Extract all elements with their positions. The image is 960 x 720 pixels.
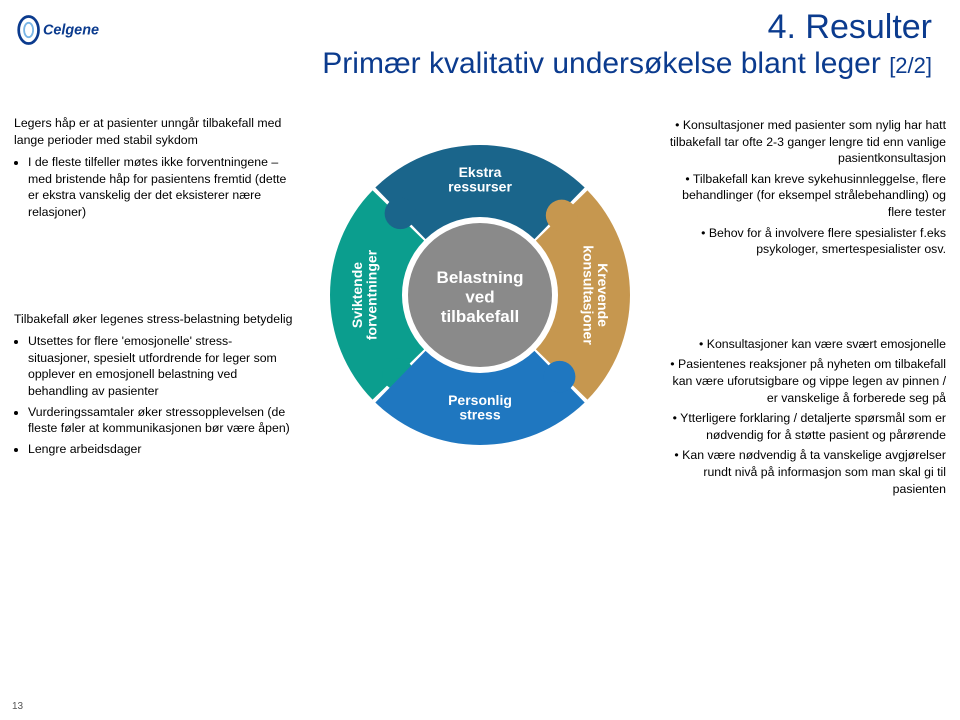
content-area: Legers håp er at pasienter unngår tilbak… (0, 115, 960, 688)
page-number: 13 (12, 701, 23, 712)
left-block1-list: I de fleste tilfeller møtes ikke forvent… (14, 154, 294, 220)
list-item: Utsettes for flere 'emosjonelle' stress-… (28, 333, 294, 399)
title-line2: Primær kvalitativ undersøkelse blant leg… (322, 47, 932, 81)
list-item: Lengre arbeidsdager (28, 441, 294, 458)
slide: Celgene 4. Resulter Primær kvalitativ un… (0, 0, 960, 720)
list-item: Ytterligere forklaring / detaljerte spør… (666, 410, 946, 443)
left-block2-list: Utsettes for flere 'emosjonelle' stress-… (14, 333, 294, 457)
list-item: Behov for å involvere flere spesialister… (666, 225, 946, 258)
segment-label: Sviktendeforventninger (349, 249, 380, 340)
list-item: Konsultasjoner kan være svært emosjonell… (666, 336, 946, 353)
left-block-1: Legers håp er at pasienter unngår tilbak… (14, 115, 294, 221)
puzzle-tab (544, 361, 576, 393)
list-item: I de fleste tilfeller møtes ikke forvent… (28, 154, 294, 220)
left-block-2: Tilbakefall øker legenes stress-belastni… (14, 311, 294, 458)
list-item: Tilbakefall kan kreve sykehusinnleggelse… (666, 171, 946, 221)
list-item: Konsultasjoner med pasienter som nylig h… (666, 117, 946, 167)
puzzle-tab (385, 198, 417, 230)
celgene-logo-icon: Celgene (16, 12, 106, 48)
logo: Celgene (16, 12, 106, 48)
list-item: Pasientenes reaksjoner på nyheten om til… (666, 356, 946, 406)
puzzle-tab (546, 200, 578, 232)
right-block1-list: Konsultasjoner med pasienter som nylig h… (666, 117, 946, 258)
left-column: Legers håp er at pasienter unngår tilbak… (14, 115, 294, 471)
title-line1: 4. Resulter (322, 8, 932, 47)
right-block2-list: Konsultasjoner kan være svært emosjonell… (666, 336, 946, 497)
ring-diagram: BelastningvedtilbakefallSviktendeforvent… (300, 115, 660, 535)
left-block2-header: Tilbakefall øker legenes stress-belastni… (14, 311, 294, 328)
left-block1-header: Legers håp er at pasienter unngår tilbak… (14, 115, 294, 148)
ring-svg: BelastningvedtilbakefallSviktendeforvent… (300, 115, 660, 475)
list-item: Vurderingssamtaler øker stressopplevelse… (28, 404, 294, 437)
slide-title: 4. Resulter Primær kvalitativ undersøkel… (322, 8, 932, 81)
list-item: Kan være nødvendig å ta vanskelige avgjø… (666, 447, 946, 497)
right-block-1: Konsultasjoner med pasienter som nylig h… (666, 117, 946, 258)
logo-text: Celgene (43, 23, 99, 39)
right-column: Konsultasjoner med pasienter som nylig h… (666, 115, 946, 511)
right-block-2: Konsultasjoner kan være svært emosjonell… (666, 336, 946, 497)
